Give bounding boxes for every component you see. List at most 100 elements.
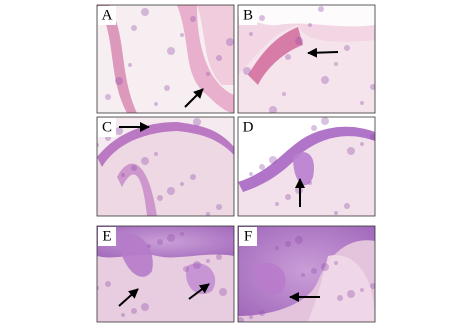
cell (360, 142, 364, 146)
cell (190, 174, 196, 180)
cell (216, 254, 222, 260)
cell (167, 47, 175, 55)
cell (321, 117, 329, 125)
tissue (97, 118, 234, 216)
panel (97, 117, 234, 216)
cell (344, 45, 350, 51)
cell (115, 77, 123, 85)
arrow (118, 288, 139, 307)
cell (157, 195, 163, 201)
cell (131, 25, 137, 31)
cell (337, 295, 343, 301)
cell (269, 156, 277, 164)
cell (370, 84, 375, 90)
tissue (97, 5, 234, 113)
cell (311, 268, 317, 274)
cell (121, 173, 125, 177)
cell (321, 263, 329, 271)
cell (216, 204, 222, 210)
cell (219, 288, 227, 296)
cell (321, 76, 329, 84)
panel (238, 226, 375, 322)
cell (183, 266, 189, 272)
tissue-region (197, 5, 234, 85)
cell (141, 303, 149, 311)
cell (105, 94, 111, 100)
tissue-region (248, 27, 303, 85)
cell (216, 55, 222, 61)
cell (334, 211, 338, 215)
tissue-region (97, 5, 137, 113)
cell (190, 16, 196, 22)
panel-label: A (102, 7, 113, 23)
cell (131, 165, 137, 171)
cell (141, 157, 149, 165)
tissue-region (177, 5, 234, 113)
cell (370, 283, 375, 289)
panel-border (96, 116, 235, 217)
cell (193, 118, 201, 126)
cell (285, 194, 291, 200)
panel-label: B (243, 7, 253, 23)
cell (128, 63, 132, 67)
cell (285, 241, 291, 247)
cell (308, 181, 312, 185)
cell (344, 203, 350, 209)
cell (275, 246, 279, 250)
cell (249, 315, 253, 319)
arrow (188, 283, 210, 300)
cell (295, 37, 303, 45)
panel-border (96, 4, 235, 114)
cell (269, 106, 277, 113)
label-box (98, 118, 116, 137)
cell (318, 6, 324, 12)
tissue-region (293, 152, 314, 186)
cell (154, 152, 158, 156)
tissue-region (97, 122, 234, 216)
tissue (97, 226, 234, 317)
panel-border (237, 4, 376, 114)
cell (180, 232, 184, 236)
panel (97, 5, 234, 113)
cell (282, 92, 286, 96)
cell (180, 182, 184, 186)
label-box (98, 227, 116, 246)
cell (193, 261, 201, 269)
cell (154, 102, 158, 106)
cell (285, 54, 291, 60)
cell (311, 125, 317, 131)
cell (121, 313, 125, 317)
cell (370, 134, 375, 140)
cell (226, 38, 234, 46)
cell (249, 172, 253, 176)
cell (275, 202, 279, 206)
cell (238, 317, 244, 322)
cell (334, 261, 338, 265)
cell (105, 281, 111, 287)
panel-label: F (244, 228, 252, 244)
tissue-region (253, 262, 286, 295)
cell (157, 239, 163, 245)
cell (206, 72, 210, 76)
cell (131, 308, 137, 314)
panel-label: E (102, 228, 111, 244)
panel-border (237, 225, 376, 323)
label-box (239, 6, 257, 25)
cell (97, 143, 99, 147)
cell (164, 85, 170, 91)
cell (115, 127, 123, 135)
panel-border (237, 116, 376, 217)
cell (141, 8, 149, 16)
label-box (239, 118, 257, 137)
cell (334, 62, 338, 66)
panel (238, 117, 375, 216)
cell (147, 244, 151, 248)
panel-border (96, 225, 235, 323)
cell (249, 32, 253, 36)
tissue-region (117, 163, 157, 216)
cell (301, 273, 305, 277)
tissue-region (117, 233, 153, 277)
label-box (98, 6, 116, 25)
tissue (238, 117, 375, 216)
